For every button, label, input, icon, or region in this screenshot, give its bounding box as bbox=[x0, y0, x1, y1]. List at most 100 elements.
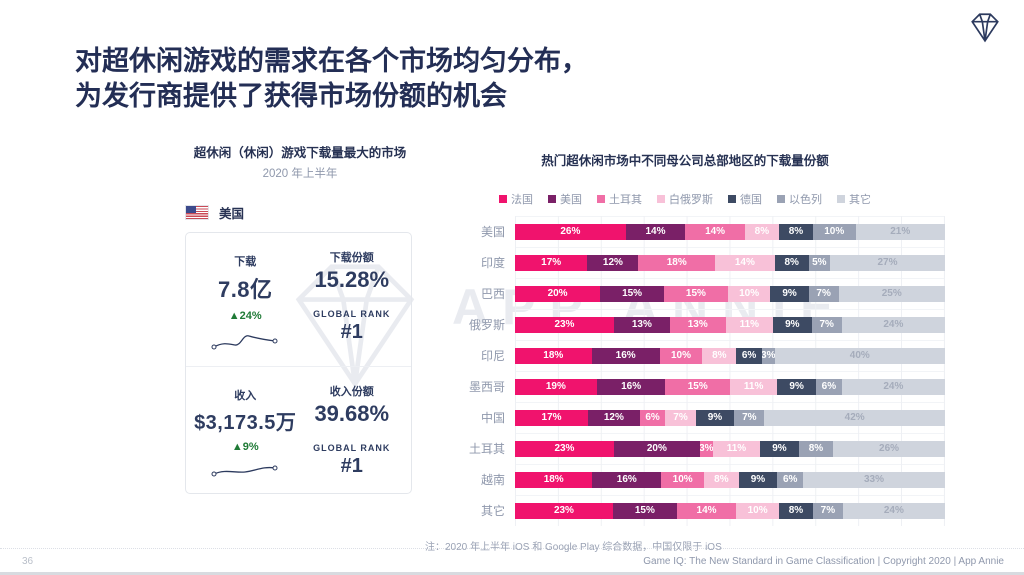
revenue-rank-label: GLOBAL RANK bbox=[313, 443, 391, 453]
country-label: 美国 bbox=[219, 207, 245, 221]
chart-row: 越南 18% 16% 10% 8% 9% 6% 33% bbox=[425, 464, 945, 495]
legend-swatch bbox=[499, 195, 507, 203]
bar-segment: 15% bbox=[664, 285, 728, 302]
bar-segment: 18% bbox=[515, 471, 593, 488]
page-title-line2: 为发行商提供了获得市场份额的机会 bbox=[75, 81, 507, 111]
legend-swatch bbox=[837, 195, 845, 203]
stacked-bar-chart: 美国 26% 14% 14% 8% 8% 10% 21% 印度 17% 12% 18% 14% 8% 5% 2… bbox=[425, 216, 945, 526]
page-title: 对超休闲游戏的需求在各个市场均匀分布， 为发行商提供了获得市场份额的机会 bbox=[75, 44, 588, 114]
chart-row-label: 印度 bbox=[480, 256, 505, 270]
bar-segment: 9% bbox=[777, 378, 816, 395]
bar-segment: 26% bbox=[833, 440, 945, 457]
bar-segment: 24% bbox=[842, 502, 945, 519]
legend-label: 白俄罗斯 bbox=[669, 194, 713, 206]
chart-row: 印尼 18% 16% 10% 8% 6% 3% 40% bbox=[425, 340, 945, 371]
legend-swatch bbox=[657, 195, 665, 203]
bar-segment: 25% bbox=[838, 285, 945, 302]
bar-segment: 8% bbox=[744, 223, 779, 240]
legend-item: 美国 bbox=[548, 191, 582, 207]
legend-swatch bbox=[728, 195, 736, 203]
bar-segment: 23% bbox=[515, 502, 613, 519]
bar-segment: 16% bbox=[596, 378, 666, 395]
legend-label: 德国 bbox=[740, 194, 762, 206]
legend-label: 其它 bbox=[849, 194, 871, 206]
bar-segment: 20% bbox=[613, 440, 700, 457]
app-annie-logo-icon bbox=[971, 13, 999, 43]
bar-segment: 14% bbox=[676, 502, 737, 519]
bar-segment: 42% bbox=[764, 409, 945, 426]
revenue-value: $3,173.5万 bbox=[194, 412, 297, 434]
legend-swatch bbox=[597, 195, 605, 203]
bar-segment: 6% bbox=[736, 347, 762, 364]
stacked-bar: 17% 12% 6% 7% 9% 7% 42% bbox=[515, 409, 945, 426]
bar-segment: 7% bbox=[811, 316, 842, 333]
chart-title: 热门超休闲市场中不同母公司总部地区的下载量份额 bbox=[541, 154, 829, 168]
revenue-share-value: 39.68% bbox=[314, 401, 390, 426]
chart-row-label: 俄罗斯 bbox=[468, 318, 505, 332]
legend-label: 土耳其 bbox=[609, 194, 642, 206]
bar-segment: 24% bbox=[841, 316, 945, 333]
bar-segment: 12% bbox=[587, 254, 639, 271]
chart-row: 巴西 20% 15% 15% 10% 9% 7% 25% bbox=[425, 278, 945, 309]
stacked-bar: 26% 14% 14% 8% 8% 10% 21% bbox=[515, 223, 945, 240]
bar-segment: 13% bbox=[613, 316, 670, 333]
bar-segment: 9% bbox=[695, 409, 735, 426]
chart-row-label: 巴西 bbox=[480, 287, 505, 301]
downloads-change: ▲24% bbox=[228, 310, 262, 322]
bar-segment: 33% bbox=[803, 471, 945, 488]
chart-row: 墨西哥 19% 16% 15% 11% 9% 6% 24% bbox=[425, 371, 945, 402]
bar-segment: 16% bbox=[592, 471, 662, 488]
downloads-section: 下载 7.8亿 ▲24% 下载份额 15.28% GLOBAL RANK #1 bbox=[186, 233, 411, 366]
downloads-rank-label: GLOBAL RANK bbox=[313, 309, 391, 319]
chart-row-label: 印尼 bbox=[480, 349, 505, 363]
bar-segment: 11% bbox=[725, 316, 773, 333]
bar-segment: 18% bbox=[515, 347, 592, 364]
bar-segment: 26% bbox=[515, 223, 626, 240]
left-panel: 超休闲（休闲）游戏下载量最大的市场 2020 年上半年 美国 下载 7.8亿 ▲… bbox=[150, 142, 450, 494]
page-number: 36 bbox=[22, 556, 34, 567]
bar-segment: 7% bbox=[665, 409, 696, 426]
country-stat-card: 下载 7.8亿 ▲24% 下载份额 15.28% GLOBAL RANK #1 bbox=[185, 232, 412, 494]
chart-row-label: 墨西哥 bbox=[468, 380, 505, 394]
bar-segment: 12% bbox=[588, 409, 640, 426]
bar-segment: 20% bbox=[515, 285, 601, 302]
revenue-section: 收入 $3,173.5万 ▲9% 收入份额 39.68% GLOBAL RANK… bbox=[186, 366, 411, 493]
usa-flag-icon bbox=[185, 205, 209, 220]
bottom-strip bbox=[0, 572, 1024, 575]
chart-row-label: 土耳其 bbox=[468, 442, 505, 456]
downloads-value: 7.8亿 bbox=[217, 277, 273, 302]
downloads-share-label: 下载份额 bbox=[329, 252, 374, 264]
bar-segment: 23% bbox=[515, 440, 614, 457]
bar-segment: 19% bbox=[515, 378, 597, 395]
revenue-change: ▲9% bbox=[231, 441, 259, 453]
bar-segment: 17% bbox=[515, 254, 588, 271]
chart-row: 其它 23% 15% 14% 10% 8% 7% 24% bbox=[425, 495, 945, 526]
bar-segment: 13% bbox=[669, 316, 726, 333]
bar-segment: 10% bbox=[736, 502, 779, 519]
legend-label: 美国 bbox=[560, 194, 582, 206]
legend-label: 以色列 bbox=[789, 194, 822, 206]
stacked-bar: 18% 16% 10% 8% 9% 6% 33% bbox=[515, 471, 945, 488]
legend-item: 土耳其 bbox=[597, 191, 642, 207]
bar-segment: 9% bbox=[738, 471, 778, 488]
bar-segment: 8% bbox=[704, 471, 739, 488]
bar-segment: 7% bbox=[812, 502, 843, 519]
stacked-bar: 23% 20% 3% 11% 9% 8% 26% bbox=[515, 440, 945, 457]
bar-segment: 9% bbox=[760, 440, 799, 457]
legend-item: 法国 bbox=[499, 191, 533, 207]
chart-note: 注：2020 年上半年 iOS 和 Google Play 综合数据，中国仅限于… bbox=[425, 542, 722, 553]
bar-segment: 14% bbox=[685, 223, 745, 240]
bar-segment: 24% bbox=[841, 378, 945, 395]
bar-segment: 5% bbox=[808, 254, 830, 271]
bar-segment: 21% bbox=[855, 223, 945, 240]
bar-segment: 14% bbox=[715, 254, 775, 271]
stacked-bar: 23% 15% 14% 10% 8% 7% 24% bbox=[515, 502, 945, 519]
right-panel: 热门超休闲市场中不同母公司总部地区的下载量份额 法国 美国 土耳其 白俄罗斯 德国 以色列… bbox=[425, 142, 945, 553]
bar-segment: 14% bbox=[625, 223, 686, 240]
bar-segment: 6% bbox=[639, 409, 666, 426]
stacked-bar: 19% 16% 15% 11% 9% 6% 24% bbox=[515, 378, 945, 395]
footer-text: Game IQ: The New Standard in Game Classi… bbox=[643, 556, 1004, 567]
revenue-share-label: 收入份额 bbox=[329, 386, 374, 398]
legend-item: 以色列 bbox=[777, 191, 822, 207]
